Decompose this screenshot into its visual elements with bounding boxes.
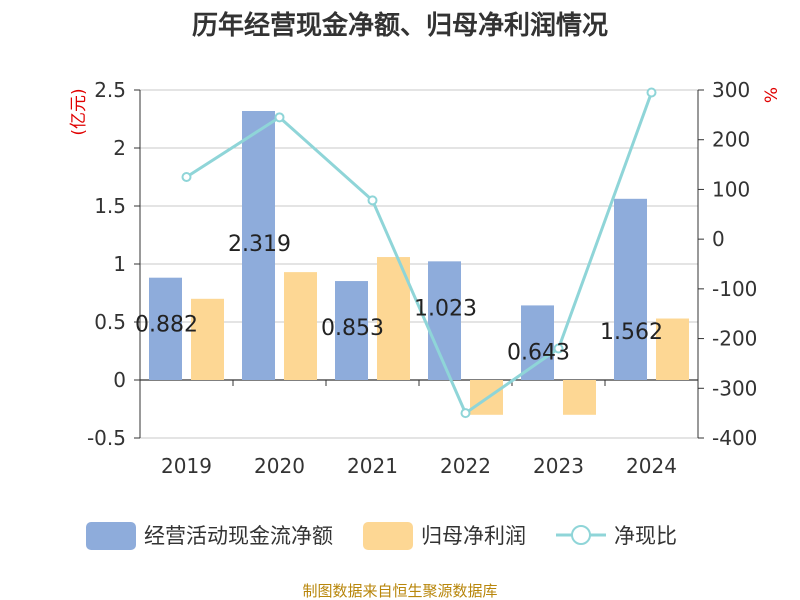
bar-operating-cashflow (335, 281, 368, 380)
bar-operating-cashflow (428, 261, 461, 380)
left-tick-label: 2.5 (94, 78, 126, 102)
right-tick-label: 0 (712, 227, 725, 251)
data-label: 1.023 (414, 296, 477, 321)
data-label: 0.882 (135, 313, 198, 338)
left-tick-label: 0 (113, 368, 126, 392)
right-tick-label: 300 (712, 78, 750, 102)
bar-operating-cashflow (614, 198, 647, 380)
bar-net-profit (284, 272, 317, 380)
right-tick-label: 200 (712, 128, 750, 152)
left-tick-label: 1.5 (94, 194, 126, 218)
left-tick-label: 1 (113, 252, 126, 276)
bar-operating-cashflow (521, 305, 554, 380)
line-point (646, 87, 657, 98)
x-tick-label: 2022 (440, 454, 491, 478)
legend-label: 经营活动现金流净额 (144, 524, 333, 548)
x-tick-label: 2020 (254, 454, 305, 478)
data-label: 2.319 (228, 232, 291, 257)
legend-label: 净现比 (614, 524, 677, 548)
line-point (460, 408, 471, 419)
bar-net-profit (191, 298, 224, 380)
right-tick-label: -400 (712, 426, 757, 450)
bar-net-profit (377, 257, 410, 380)
line-point (367, 195, 378, 206)
legend-swatch (86, 522, 136, 550)
plot-area: 2.5 2 1.5 1 0.5 0 -0.5 300 200 100 0 -100 -200 -300 -4… (69, 78, 782, 478)
source-note: 制图数据来自恒生聚源数据库 (302, 582, 497, 600)
left-tick-label: -0.5 (87, 426, 126, 450)
chart-title: 历年经营现金净额、归母净利润情况 (192, 10, 608, 41)
left-tick-label: 0.5 (94, 310, 126, 334)
line-point (274, 112, 285, 123)
bar-net-profit (656, 318, 689, 380)
x-tick-label: 2019 (161, 454, 212, 478)
legend: 经营活动现金流净额 归母净利润 净现比 (86, 522, 677, 550)
bar-net-profit (563, 380, 596, 415)
legend-swatch (363, 522, 413, 550)
right-axis-unit: % (762, 87, 782, 103)
right-tick-label: -300 (712, 376, 757, 400)
bar-operating-cashflow (149, 277, 182, 380)
left-axis-unit: (亿元) (69, 88, 89, 135)
right-tick-label: -100 (712, 277, 757, 301)
x-tick-label: 2024 (626, 454, 677, 478)
line-point (553, 343, 564, 354)
data-label: 1.562 (600, 320, 663, 345)
bar-operating-cashflow (242, 110, 275, 380)
legend-label: 归母净利润 (421, 524, 526, 548)
data-label: 0.853 (321, 316, 384, 341)
x-tick-label: 2023 (533, 454, 584, 478)
left-tick-label: 2 (113, 136, 126, 160)
legend-marker (571, 525, 591, 545)
right-tick-label: 100 (712, 177, 750, 201)
data-label: 0.643 (507, 340, 570, 365)
right-tick-label: -200 (712, 327, 757, 351)
x-tick-label: 2021 (347, 454, 398, 478)
line-cash-ratio (185, 91, 653, 416)
line-point (181, 172, 192, 182)
